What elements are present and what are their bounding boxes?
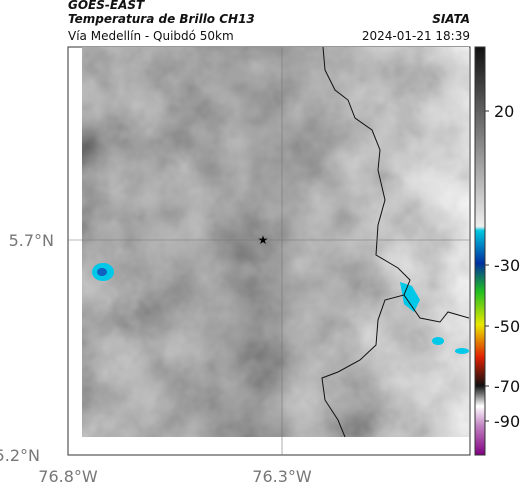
location-marker: ★ — [258, 233, 269, 247]
colorbar-label: -70 — [494, 377, 520, 396]
colorbar-label: -30 — [494, 256, 520, 275]
colorbar-label: -90 — [494, 412, 520, 431]
title: GOES-EAST — [68, 0, 145, 12]
brand: SIATA — [432, 12, 470, 26]
lon-label: 76.3°W — [252, 467, 312, 486]
colorbar-ticks: 20 -30 -50 -70 -90 — [485, 102, 520, 431]
timestamp: 2024-01-21 18:39 — [361, 29, 470, 43]
route: Vía Medellín - Quibdó 50km — [68, 29, 234, 43]
colorbar — [474, 46, 486, 456]
subtitle: Temperatura de Brillo CH13 — [68, 12, 255, 26]
colorbar-label: 20 — [494, 102, 514, 121]
lon-label: 76.8°W — [38, 467, 98, 486]
lat-label: 5.2°N — [0, 446, 40, 465]
colorbar-label: -50 — [494, 317, 520, 336]
satellite-image — [82, 47, 469, 437]
lat-label: 5.7°N — [9, 231, 54, 250]
